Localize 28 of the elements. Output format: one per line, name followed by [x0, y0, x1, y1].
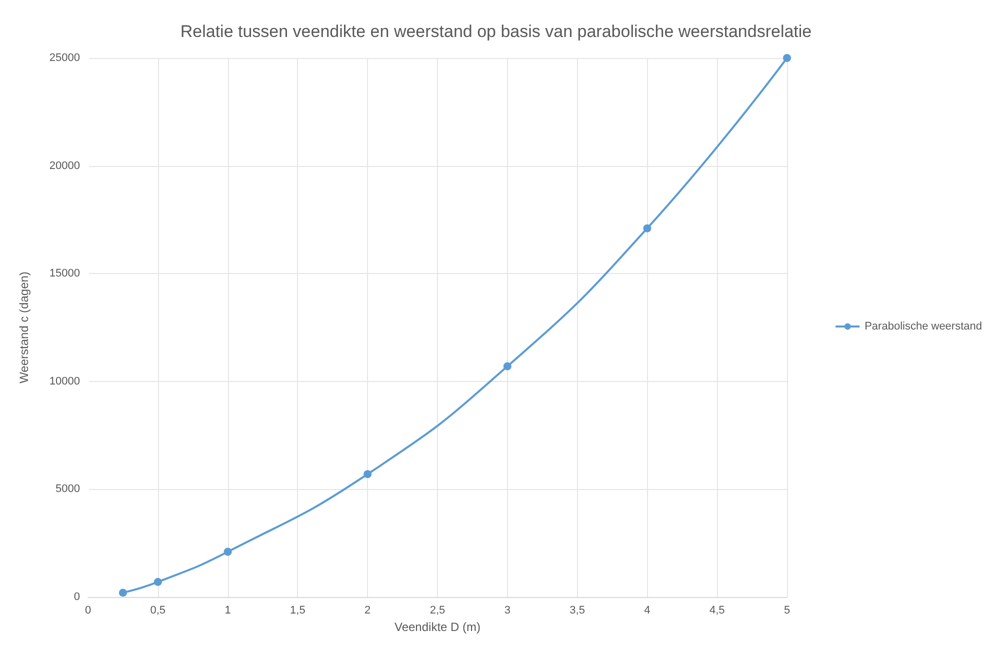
y-tick-label: 25000 — [49, 52, 80, 64]
x-tick-label: 2,5 — [430, 604, 446, 616]
point — [154, 578, 162, 586]
x-tick-label: 3,5 — [570, 604, 585, 616]
x-tick-label: 4,5 — [709, 604, 725, 616]
x-tick-label: 4 — [644, 604, 650, 616]
y-tick-label: 20000 — [49, 160, 80, 172]
point — [503, 362, 512, 370]
x-axis-title: Veendikte D (m) — [394, 620, 481, 634]
y-axis-title: Weerstand c (dagen) — [17, 272, 31, 384]
point — [783, 54, 791, 62]
point — [364, 470, 372, 478]
x-tick-label: 0 — [84, 604, 92, 616]
y-tick-label: 10000 — [49, 375, 80, 388]
point — [224, 548, 232, 556]
x-tick-label: 5 — [784, 604, 790, 616]
legend-label: Parabolische weerstand — [864, 320, 982, 332]
x-tick-label: 0,5 — [150, 604, 166, 616]
point — [118, 588, 127, 597]
y-tick-label: 0 — [74, 591, 80, 603]
point — [643, 224, 652, 232]
chart-title: Relatie tussen veendikte en weerstand op basis van parabolische weerstandsrelatie — [180, 22, 812, 41]
x-tick-label: 1,5 — [290, 604, 306, 616]
x-tick-label: 2 — [364, 604, 371, 616]
y-tick-label: 15000 — [49, 268, 80, 280]
x-tick-label: 3 — [504, 604, 510, 616]
x-tick-label: 1 — [224, 604, 231, 616]
y-tick-label: 5000 — [56, 483, 80, 496]
